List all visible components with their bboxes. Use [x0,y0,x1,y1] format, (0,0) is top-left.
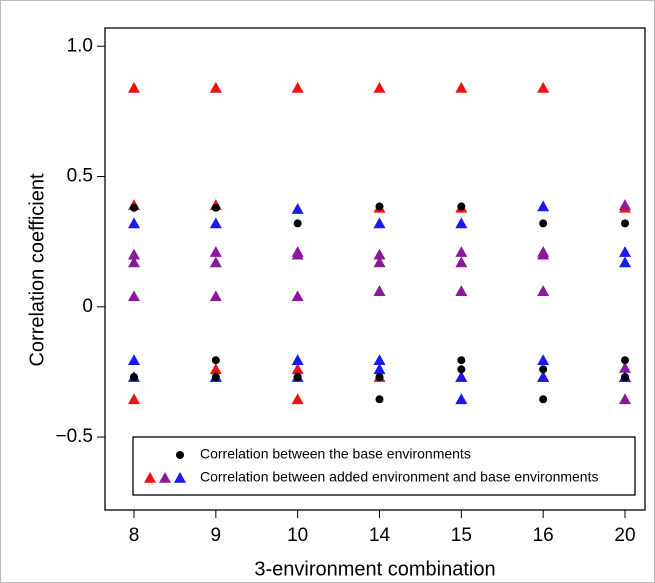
point [373,363,386,375]
point [455,371,468,382]
point [619,246,631,257]
point [457,202,466,211]
point [291,81,304,93]
point [537,354,550,365]
point [457,365,466,374]
point [539,395,548,404]
point [455,81,468,93]
point [619,256,631,268]
point [455,393,468,405]
point [455,217,468,229]
point [537,285,550,296]
point [375,395,384,404]
point [209,256,222,268]
point [211,203,220,212]
point [209,217,222,229]
point [537,81,550,93]
point [619,362,631,373]
point [291,354,304,365]
x-tick-label: 16 [533,525,554,546]
point [128,354,140,365]
x-tick-label: 20 [614,525,635,546]
point [291,363,304,375]
point [128,217,140,229]
point [128,248,140,260]
point [539,219,548,228]
point [455,256,468,268]
point [537,200,550,212]
point [619,393,631,405]
point [455,285,468,296]
point [373,354,386,365]
point [375,202,384,211]
point [373,256,386,268]
x-axis-title: 3-environment combination [254,558,495,580]
y-axis-title: Correlation coefficient [26,173,48,367]
point [209,81,222,93]
point [209,363,222,375]
legend-marker [174,472,186,483]
point [211,373,220,382]
x-tick-label: 15 [451,525,472,546]
plot-box [104,27,646,511]
x-tick-label: 14 [369,525,391,546]
y-tick-label: 0 [82,296,93,317]
point [457,356,466,365]
point [373,217,386,229]
point [455,246,468,257]
point [291,393,304,405]
point [291,290,304,302]
x-tick-label: 8 [129,525,140,546]
point [130,373,138,382]
legend-marker [159,472,171,483]
point [373,248,386,260]
point [291,248,304,260]
point [621,356,629,365]
point [209,290,222,302]
legend-label: Correlation between added environment an… [200,469,598,485]
point [211,356,220,365]
legend-box [132,436,636,496]
point [373,81,386,93]
point [128,81,140,93]
point [619,199,631,210]
legend-marker [144,472,156,483]
point [209,246,222,257]
point [375,373,384,382]
point [293,373,302,382]
point [539,365,548,374]
point [291,203,304,214]
legend-marker [176,451,184,459]
y-tick-label: 0.5 [67,166,93,187]
y-tick-label: 1.0 [67,35,93,56]
point [128,290,140,302]
point [621,219,629,228]
point [130,203,138,212]
point [537,248,550,260]
point [621,373,629,382]
y-tick-label: −0.5 [55,426,93,447]
point [128,393,140,405]
point [128,256,140,268]
x-tick-label: 10 [287,525,308,546]
point [373,285,386,296]
point [537,371,550,382]
legend-label: Correlation between the base environment… [200,446,471,462]
x-tick-label: 9 [211,525,222,546]
point [293,219,302,228]
